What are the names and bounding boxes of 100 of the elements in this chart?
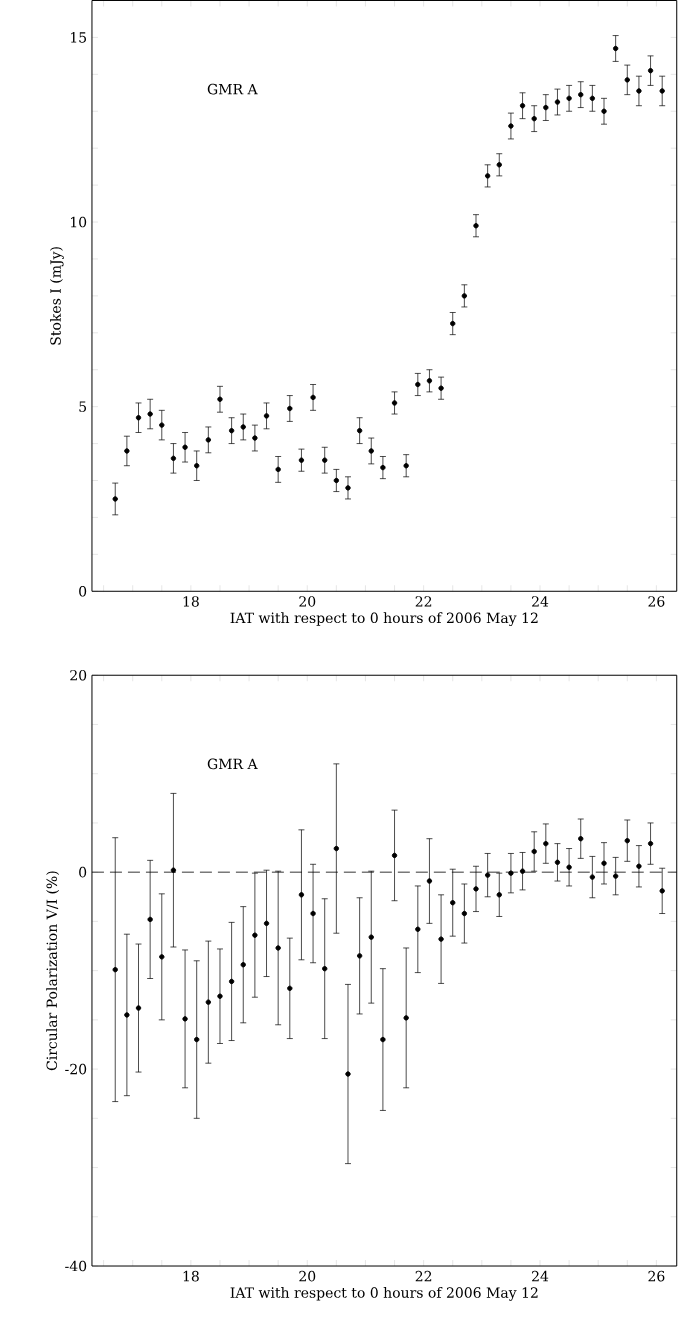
point [182, 444, 188, 450]
x-tick-label: 26 [648, 1270, 665, 1282]
x-tick-label: 24 [532, 1270, 549, 1282]
point [147, 916, 153, 923]
point [240, 424, 247, 430]
point [496, 162, 503, 168]
point [380, 1036, 386, 1043]
point [112, 966, 119, 973]
point [194, 463, 200, 469]
y-tick-label: -40 [65, 1260, 87, 1272]
y-tick-label: 0 [79, 585, 87, 597]
point [333, 845, 340, 852]
point [124, 448, 130, 454]
y-tick-label: 20 [70, 669, 87, 681]
point [159, 954, 165, 960]
point [613, 873, 619, 879]
point [252, 932, 258, 938]
point [508, 123, 514, 129]
point [426, 878, 433, 884]
x-tick-label: 26 [648, 596, 665, 607]
point [531, 115, 538, 122]
point [205, 437, 212, 443]
point [624, 77, 631, 83]
annotation: GMR A [207, 758, 258, 770]
point [461, 910, 468, 917]
x-tick-label: 18 [183, 1270, 199, 1282]
y-tick-label: -20 [65, 1063, 87, 1075]
point [252, 435, 258, 441]
point [310, 394, 316, 401]
point [589, 874, 596, 880]
point [647, 67, 654, 74]
y-tick-label: 10 [71, 216, 87, 228]
point [519, 103, 526, 109]
point [578, 835, 584, 842]
point [287, 985, 293, 992]
point [519, 868, 526, 874]
y-tick-label: 5 [79, 401, 87, 412]
point [368, 448, 375, 454]
point [601, 108, 607, 114]
point [135, 415, 142, 421]
y-axis-title: Circular Polarization V/I (%) [46, 871, 60, 1071]
point [403, 463, 409, 469]
point [473, 223, 479, 229]
point [613, 45, 619, 52]
point [263, 413, 270, 419]
point [450, 320, 456, 327]
point [298, 457, 305, 463]
x-axis-title: IAT with respect to 0 hours of 2006 May 12 [230, 1287, 538, 1301]
point [357, 953, 363, 959]
point [159, 422, 165, 428]
point [322, 965, 328, 972]
point [636, 863, 642, 869]
point [322, 457, 328, 463]
point [531, 848, 538, 855]
point [194, 1036, 200, 1043]
point [543, 840, 549, 847]
point [415, 381, 421, 388]
point [415, 926, 421, 932]
point [298, 892, 305, 898]
point [240, 962, 247, 968]
point [566, 95, 572, 102]
point [647, 840, 654, 847]
y-tick-label: 15 [71, 32, 87, 43]
point [182, 1016, 188, 1022]
point [205, 999, 212, 1005]
point [403, 1015, 409, 1021]
x-tick-label: 20 [299, 596, 316, 607]
point [438, 936, 444, 942]
point [601, 860, 607, 867]
point [438, 385, 444, 391]
x-tick-label: 18 [183, 596, 199, 607]
point [217, 993, 223, 999]
point [345, 1071, 351, 1077]
point [229, 427, 235, 434]
point [473, 886, 479, 892]
point [554, 99, 561, 105]
x-tick-label: 22 [415, 1270, 432, 1282]
point [263, 920, 270, 927]
point [391, 400, 398, 406]
point [461, 293, 468, 299]
point [112, 496, 119, 502]
point [485, 173, 491, 179]
point [589, 95, 596, 102]
point [217, 396, 223, 402]
point [426, 378, 433, 384]
point [368, 934, 375, 940]
point [496, 892, 503, 898]
point [624, 837, 631, 844]
point [345, 485, 351, 491]
point [554, 859, 561, 866]
point [636, 88, 642, 94]
point [543, 104, 549, 111]
point [578, 91, 584, 98]
point [566, 864, 572, 870]
point [275, 945, 281, 951]
point [170, 867, 177, 873]
point [229, 978, 235, 985]
x-tick-label: 20 [299, 1270, 316, 1282]
point [357, 427, 363, 434]
point [333, 477, 340, 484]
